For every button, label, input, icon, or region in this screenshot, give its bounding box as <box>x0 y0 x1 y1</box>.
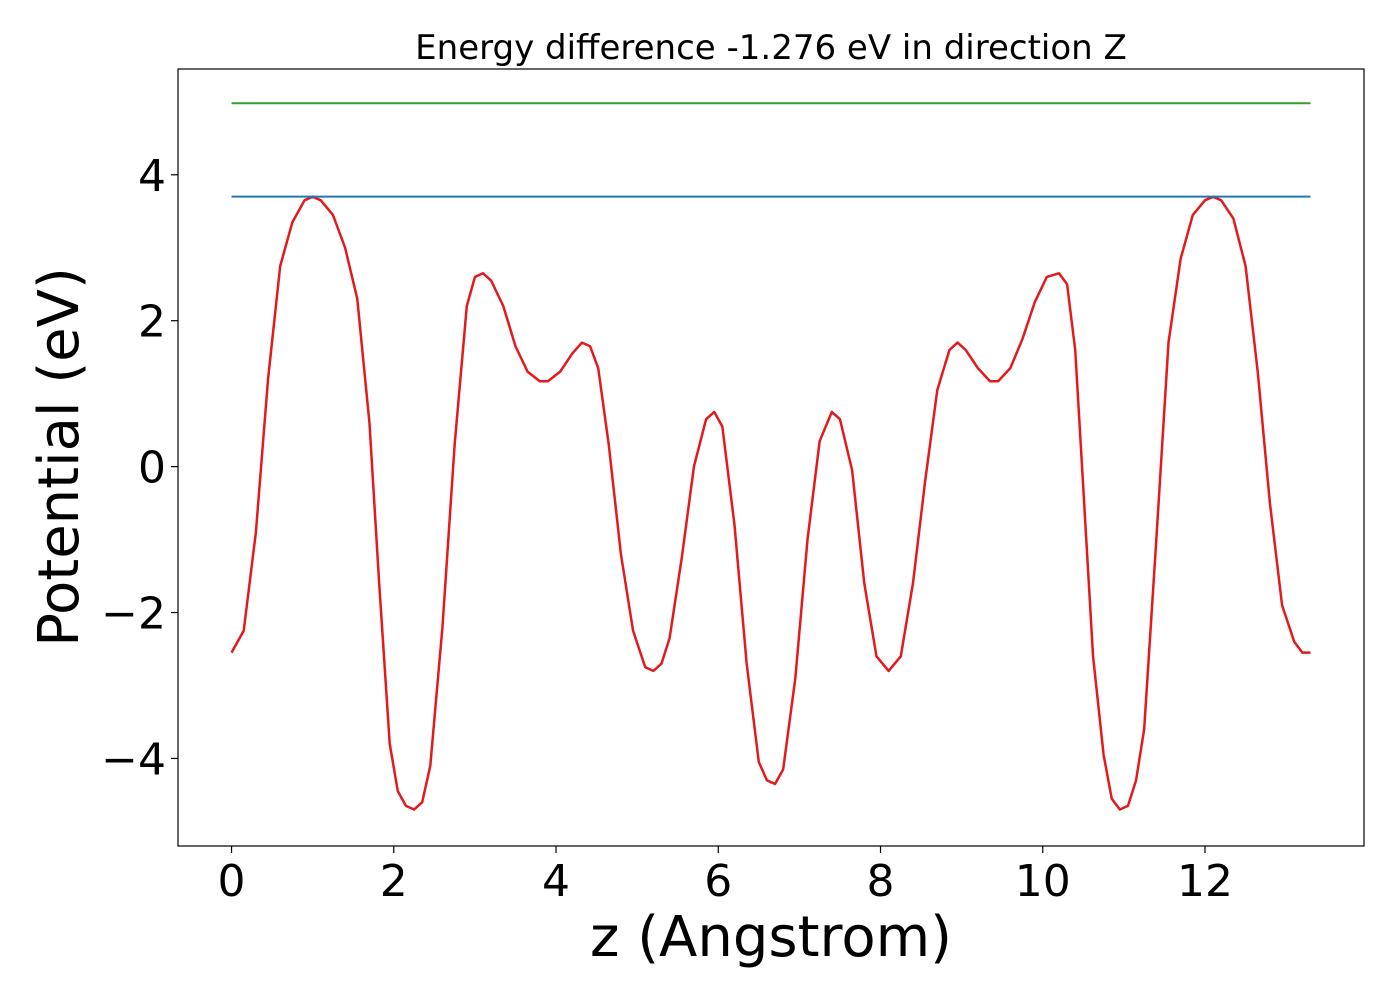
x-tick-label: 8 <box>867 856 895 907</box>
x-tick-label: 10 <box>1015 856 1071 907</box>
y-tick-label: 2 <box>138 297 166 348</box>
series-line-1 <box>230 195 1311 811</box>
x-tick-label: 6 <box>704 856 732 907</box>
x-tick-label: 4 <box>542 856 570 907</box>
y-axis-ticks: −4 −2 0 2 4 <box>101 151 178 785</box>
x-tick-label: 0 <box>218 856 246 907</box>
x-tick-label: 12 <box>1177 856 1233 907</box>
x-axis-label: z (Angstrom) <box>590 905 952 970</box>
chart-title: Energy difference -1.276 eV in direction… <box>415 28 1127 68</box>
y-tick-label: −2 <box>101 589 166 640</box>
y-axis-label: Potential (eV) <box>27 267 92 647</box>
y-tick-label: −4 <box>101 734 166 785</box>
y-tick-label: 0 <box>138 443 166 494</box>
x-axis-ticks: 0 2 4 6 8 10 12 <box>218 846 1233 907</box>
x-tick-label: 2 <box>380 856 408 907</box>
y-tick-label: 4 <box>138 151 166 202</box>
plot-area <box>230 102 1311 811</box>
plot-frame <box>177 68 1365 847</box>
